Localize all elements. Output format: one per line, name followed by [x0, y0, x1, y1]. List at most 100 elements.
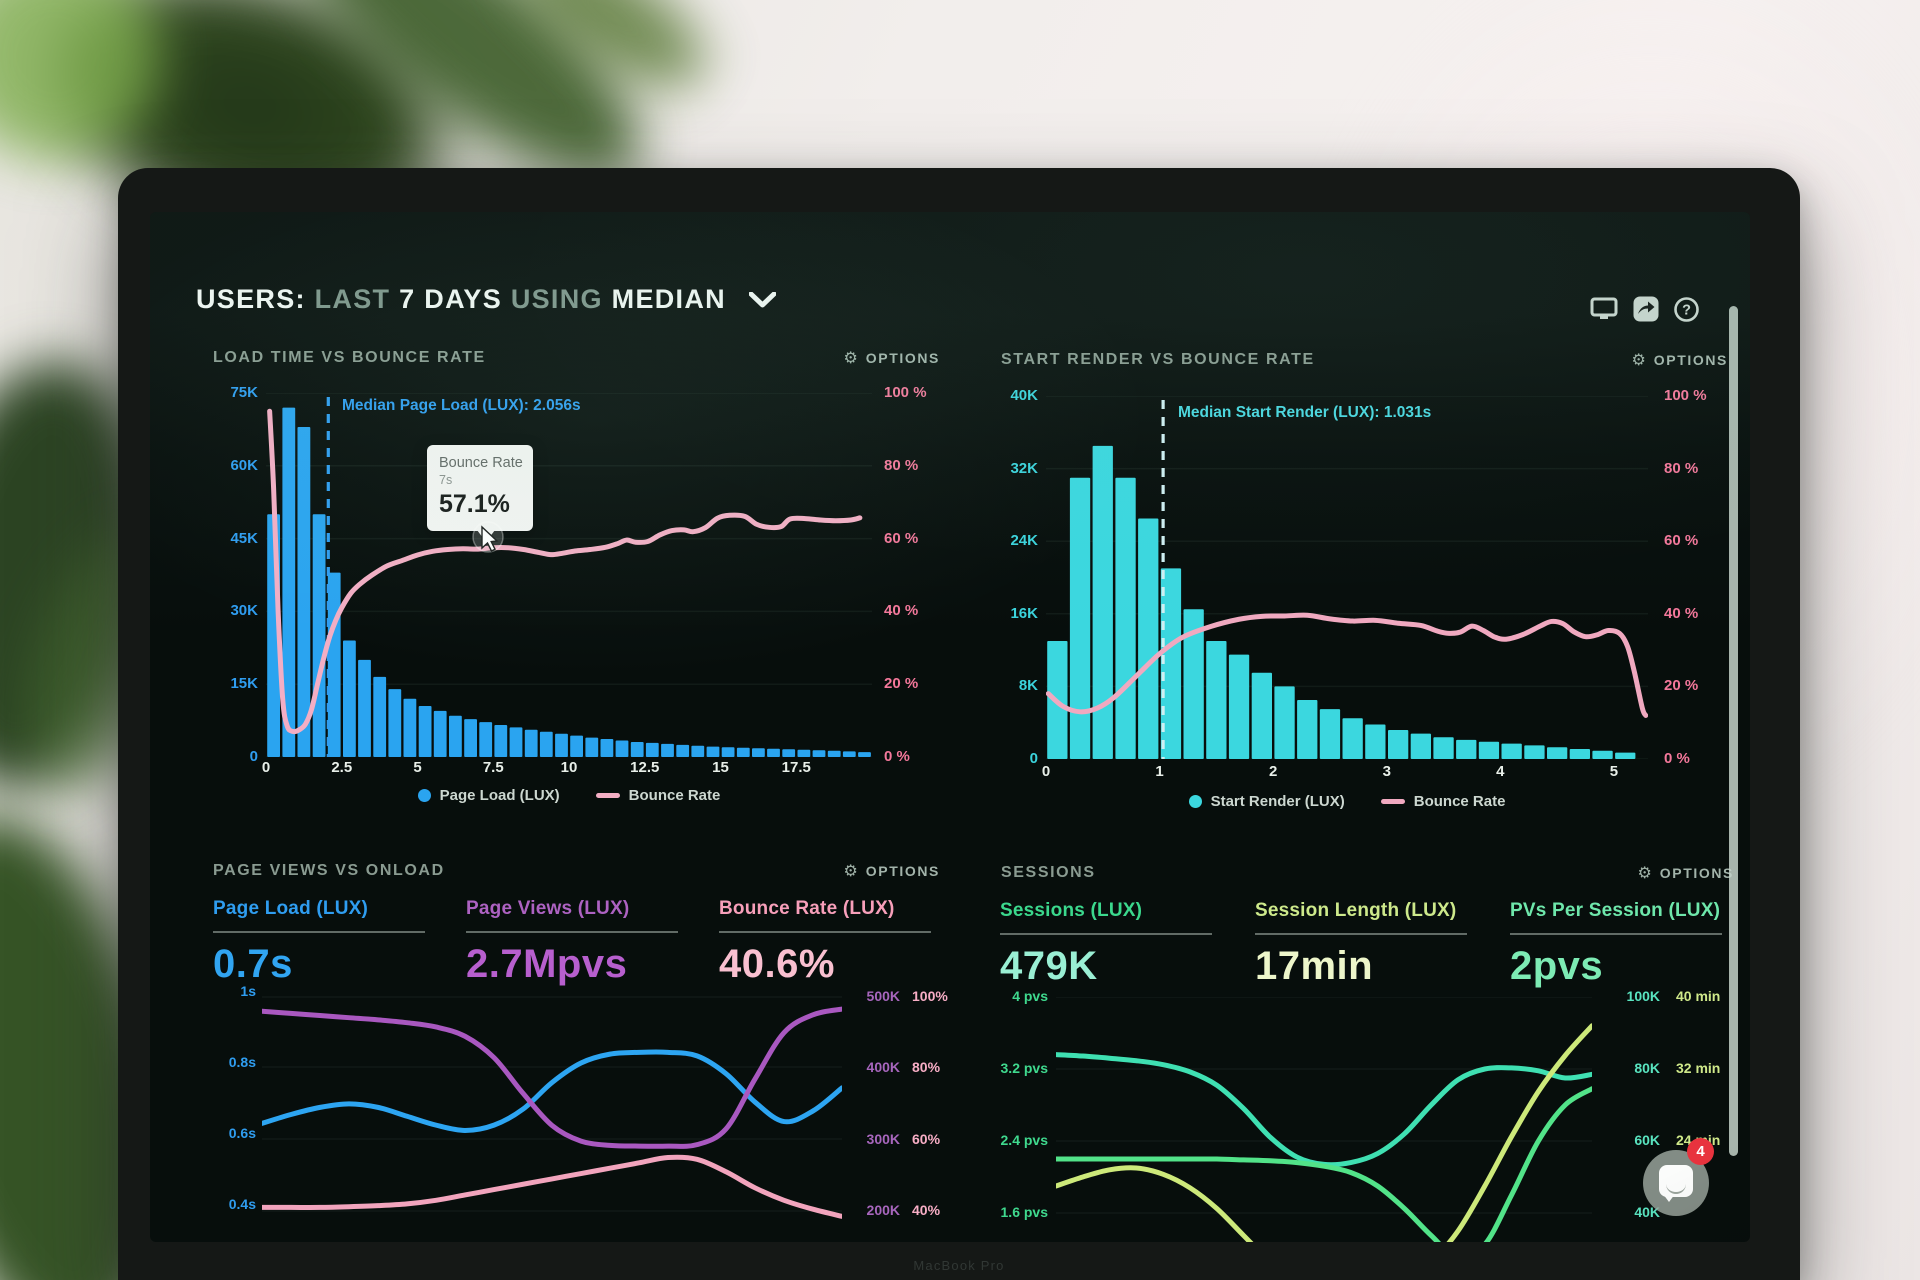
y-right-tick: 40% — [912, 1202, 941, 1218]
chart-legend: Start Render (LUX) Bounce Rate — [1046, 793, 1648, 810]
histogram-bar — [752, 748, 765, 757]
start-render-chart[interactable] — [988, 347, 1744, 847]
share-icon[interactable] — [1633, 296, 1659, 322]
histogram-bar — [661, 743, 674, 757]
chat-notification-badge: 4 — [1687, 1138, 1714, 1165]
series-line — [262, 1154, 842, 1219]
page-title[interactable]: USERS: LAST 7 DAYS USING MEDIAN — [196, 284, 777, 315]
x-tick: 7.5 — [482, 759, 504, 776]
histogram-bar — [403, 698, 417, 757]
title-median: MEDIAN — [611, 284, 726, 314]
metric-label-page-load: Page Load (LUX) — [213, 898, 425, 933]
y-right-tick: 32 min — [1676, 1060, 1721, 1076]
histogram-bar — [1524, 745, 1545, 759]
histogram-bar — [1592, 750, 1613, 759]
metric-value-session-length: 17min — [1255, 944, 1374, 988]
histogram-bar — [539, 731, 553, 757]
gear-icon: ⚙ — [843, 861, 858, 880]
y-left-tick: 15K — [230, 675, 258, 693]
y-right-tick: 200K — [866, 1202, 900, 1218]
histogram-bar — [797, 749, 811, 757]
histogram-bar — [736, 747, 750, 757]
page_views_vs_onload-canvas[interactable] — [262, 992, 842, 1242]
series-line — [1056, 1023, 1592, 1242]
histogram-bar — [812, 750, 826, 757]
page-views-chart[interactable] — [200, 858, 956, 1242]
histogram-bar — [1342, 718, 1363, 759]
median-start-render-annotation: Median Start Render (LUX): 1.031s — [1178, 404, 1432, 421]
histogram-bar — [1115, 477, 1136, 759]
load_time_vs_bounce_rate-canvas[interactable] — [266, 393, 872, 757]
histogram-bar — [1092, 445, 1113, 759]
y-right-tick: 80 % — [1664, 459, 1699, 477]
x-tick: 3 — [1382, 763, 1391, 780]
x-tick: 1 — [1155, 763, 1164, 780]
y-left-tick: 0.6s — [228, 1125, 256, 1141]
metric-label-bounce-rate: Bounce Rate (LUX) — [719, 898, 931, 933]
y-right-tick: 100% — [912, 988, 948, 1004]
x-tick: 2 — [1268, 763, 1278, 780]
histogram-bar — [1160, 568, 1182, 759]
histogram-bar — [721, 747, 735, 757]
histogram-bar — [1433, 737, 1454, 759]
y-right-tick: 60K — [1634, 1132, 1660, 1148]
histogram-bar — [555, 733, 568, 757]
chevron-down-icon[interactable] — [748, 291, 777, 309]
legend-dot-marker — [1188, 795, 1202, 808]
histogram-bar — [1319, 709, 1341, 759]
help-icon[interactable]: ? — [1674, 296, 1699, 322]
histogram-bar — [600, 739, 614, 757]
y-right-tick: 40 % — [1664, 604, 1699, 622]
y-left-tick: 60K — [230, 456, 258, 474]
y-left-tick: 3.2 pvs — [1000, 1060, 1048, 1076]
options-button[interactable]: ⚙ OPTIONS — [1637, 863, 1734, 882]
panel-load-time-vs-bounce-rate: LOAD TIME VS BOUNCE RATE ⚙ OPTIONS Media… — [200, 345, 956, 845]
histogram-bar — [1138, 518, 1159, 759]
y-right-tick: 20 % — [884, 675, 919, 693]
y-left-tick: 0 — [1029, 750, 1038, 767]
histogram-bar — [464, 719, 477, 757]
scrollbar[interactable] — [1729, 306, 1738, 1156]
y-right-tick: 0 % — [1664, 750, 1690, 767]
histogram-bar — [1228, 654, 1250, 759]
gear-icon: ⚙ — [1631, 350, 1646, 369]
y-left-tick: 75K — [230, 384, 258, 401]
display-icon[interactable] — [1590, 296, 1618, 322]
options-button[interactable]: ⚙ OPTIONS — [1631, 350, 1728, 369]
panel-start-render-vs-bounce-rate: START RENDER VS BOUNCE RATE ⚙ OPTIONS Me… — [988, 347, 1744, 847]
histogram-bar — [358, 659, 371, 757]
legend-dot-marker — [417, 789, 431, 802]
median-page-load-annotation: Median Page Load (LUX): 2.056s — [342, 397, 581, 414]
legend-line-marker — [1380, 799, 1405, 804]
laptop-brand-label: MacBook Pro — [913, 1258, 1005, 1273]
histogram-bar — [1206, 641, 1227, 759]
y-right-tick: 100 % — [1664, 387, 1707, 404]
histogram-bar — [1388, 730, 1409, 759]
sessions-chart[interactable] — [988, 860, 1750, 1242]
legend-label: Page Load (LUX) — [439, 787, 560, 804]
sessions-canvas[interactable] — [1056, 997, 1592, 1242]
x-tick: 10 — [560, 759, 578, 776]
metric-label-page-views: Page Views (LUX) — [466, 898, 678, 933]
start_render_vs_bounce_rate-canvas[interactable] — [1046, 396, 1648, 759]
load-time-chart[interactable] — [200, 345, 956, 845]
histogram-bar — [767, 748, 780, 757]
metric-value-page-views: 2.7Mpvs — [466, 942, 628, 986]
y-left-tick: 8K — [1018, 677, 1038, 695]
histogram-bar — [1501, 743, 1522, 759]
title-7days: 7 DAYS — [399, 284, 503, 314]
x-tick: 5 — [413, 759, 422, 776]
histogram-bar — [1069, 477, 1091, 759]
y-left-tick: 30K — [230, 602, 258, 620]
y-left-tick: 45K — [230, 529, 258, 547]
chat-widget-button[interactable]: 4 — [1643, 1138, 1714, 1216]
histogram-bar — [706, 746, 720, 757]
histogram-bar — [1478, 741, 1500, 759]
y-left-tick: 40K — [1010, 387, 1038, 404]
options-button[interactable]: ⚙ OPTIONS — [843, 348, 940, 367]
histogram-bar — [827, 750, 841, 757]
histogram-bar — [1251, 672, 1272, 759]
title-last: LAST — [314, 284, 391, 314]
options-button[interactable]: ⚙ OPTIONS — [843, 861, 940, 880]
mouse-cursor — [472, 521, 504, 553]
